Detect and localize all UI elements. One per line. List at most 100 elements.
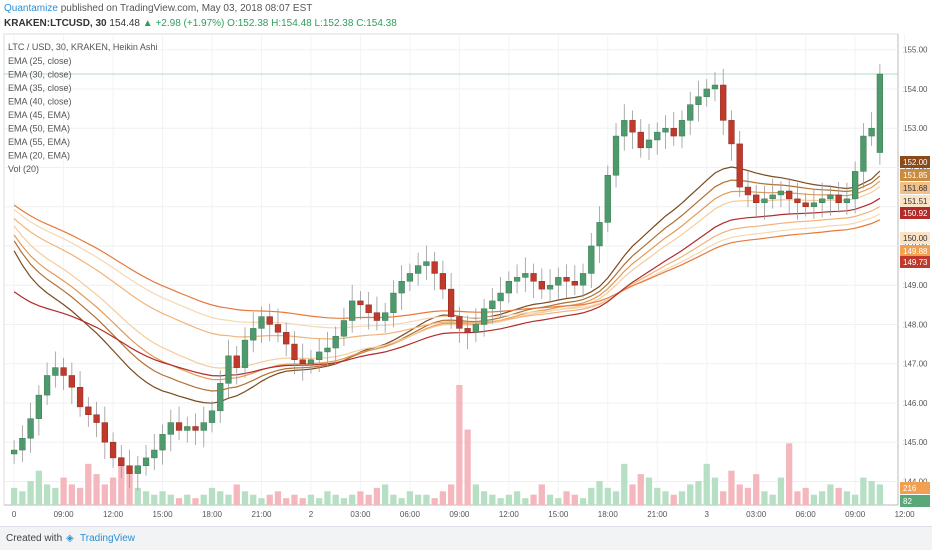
candle-body (439, 273, 447, 290)
price-label-badge (900, 495, 930, 507)
x-tick-label: 3 (704, 510, 709, 519)
x-tick-label: 15:00 (548, 510, 569, 519)
candle-body (711, 84, 719, 90)
volume-bar (555, 498, 562, 505)
volume-bar (175, 498, 183, 505)
volume-bar (513, 491, 521, 505)
candle-body (109, 441, 117, 459)
candle-body (654, 131, 661, 141)
y-tick-label: 145.00 (903, 438, 928, 447)
candle-body (43, 375, 51, 396)
volume-bar (522, 498, 529, 505)
price-label-text: 216 (903, 484, 917, 493)
candle-body (316, 351, 323, 361)
candle-body (340, 320, 348, 337)
volume-bar (134, 487, 141, 505)
volume-bar (629, 484, 636, 505)
x-tick-label: 09:00 (54, 510, 75, 519)
candle-body (852, 171, 859, 200)
price-label-text: 150.92 (903, 209, 928, 218)
candle-body (588, 245, 595, 274)
candle-body (291, 343, 298, 361)
last-price: 154.48 (109, 18, 140, 29)
candle-body (670, 127, 677, 137)
ema-line (13, 197, 881, 377)
price-chart[interactable]: 144.00 145.00 146.00 147.00 148.00 149.00 150.… (0, 0, 932, 526)
price-label-badge (900, 482, 930, 494)
price-label-badge (900, 256, 930, 268)
x-tick-label: 03:00 (746, 510, 767, 519)
candle-body (200, 422, 207, 431)
volume-bar (703, 463, 710, 505)
volume-bar (340, 498, 348, 505)
price-change: +2.98 (+1.97%) (155, 18, 225, 29)
candle-body (629, 120, 636, 133)
volume-bar (604, 487, 611, 505)
candle-body (546, 284, 554, 290)
candle-body (241, 339, 249, 368)
legend-item: EMA (20, EMA) (8, 151, 70, 161)
volume-bar (142, 491, 150, 505)
candle-body (93, 414, 100, 423)
volume-bar (184, 494, 191, 505)
candle-body (794, 198, 801, 204)
price-label-badge (900, 207, 930, 219)
candle-body (208, 410, 216, 423)
ema-line (13, 186, 881, 369)
volume-bar (786, 443, 793, 505)
x-tick-label: 03:00 (350, 510, 371, 519)
author-link[interactable]: Quantamize (4, 3, 58, 14)
volume-bar (233, 484, 240, 505)
volume-bar (868, 481, 875, 505)
volume-bar (43, 484, 51, 505)
volume-bar (76, 487, 84, 505)
y-tick-label: 148.00 (903, 320, 928, 329)
legend-item: EMA (40, close) (8, 97, 72, 107)
volume-bar (835, 487, 842, 505)
up-arrow-icon: ▲ (142, 18, 153, 29)
volume-bar (382, 484, 389, 505)
candle-body (769, 194, 776, 200)
y-tick-label: 155.00 (903, 46, 928, 55)
volume-bar (497, 498, 504, 505)
candle-body (258, 316, 265, 329)
volume-bar (546, 494, 554, 505)
candle-body (810, 202, 818, 207)
price-label-badge (900, 232, 930, 244)
volume-bar (687, 484, 694, 505)
volume-bar (761, 491, 768, 505)
volume-bar (489, 494, 496, 505)
tradingview-link[interactable]: TradingView (80, 533, 136, 544)
volume-bar (538, 484, 545, 505)
ema-line (13, 209, 881, 329)
x-tick-label: 06:00 (796, 510, 817, 519)
candle-body (266, 316, 273, 325)
created-with: Created with (6, 533, 63, 544)
volume-bar (456, 385, 463, 505)
volume-bar (876, 484, 884, 505)
ema-line (13, 180, 881, 381)
volume-bar (250, 494, 257, 505)
candle-body (703, 88, 710, 98)
x-tick-label: 12:00 (499, 510, 520, 519)
volume-bar (27, 481, 34, 505)
candle-body (175, 422, 183, 431)
volume-bar (571, 494, 578, 505)
volume-bar (744, 487, 752, 505)
volume-bar (390, 494, 397, 505)
candle-body (555, 277, 562, 286)
volume-bar (596, 481, 603, 505)
price-label-text: 151.51 (903, 197, 928, 206)
volume-bar (637, 474, 644, 505)
candle-body (480, 308, 488, 325)
y-tick-label: 149.00 (903, 281, 928, 290)
price-label-badge (900, 195, 930, 207)
symbol-header: KRAKEN:LTCUSD, 30 154.48 ▲ +2.98 (+1.97%… (4, 18, 397, 29)
candle-body (744, 186, 752, 196)
volume-bar (505, 494, 512, 505)
high-value: H:154.48 (271, 18, 312, 29)
price-label-badge (900, 182, 930, 194)
candle-body (497, 292, 504, 302)
open-value: O:152.38 (227, 18, 269, 29)
volume-bar (101, 484, 108, 505)
